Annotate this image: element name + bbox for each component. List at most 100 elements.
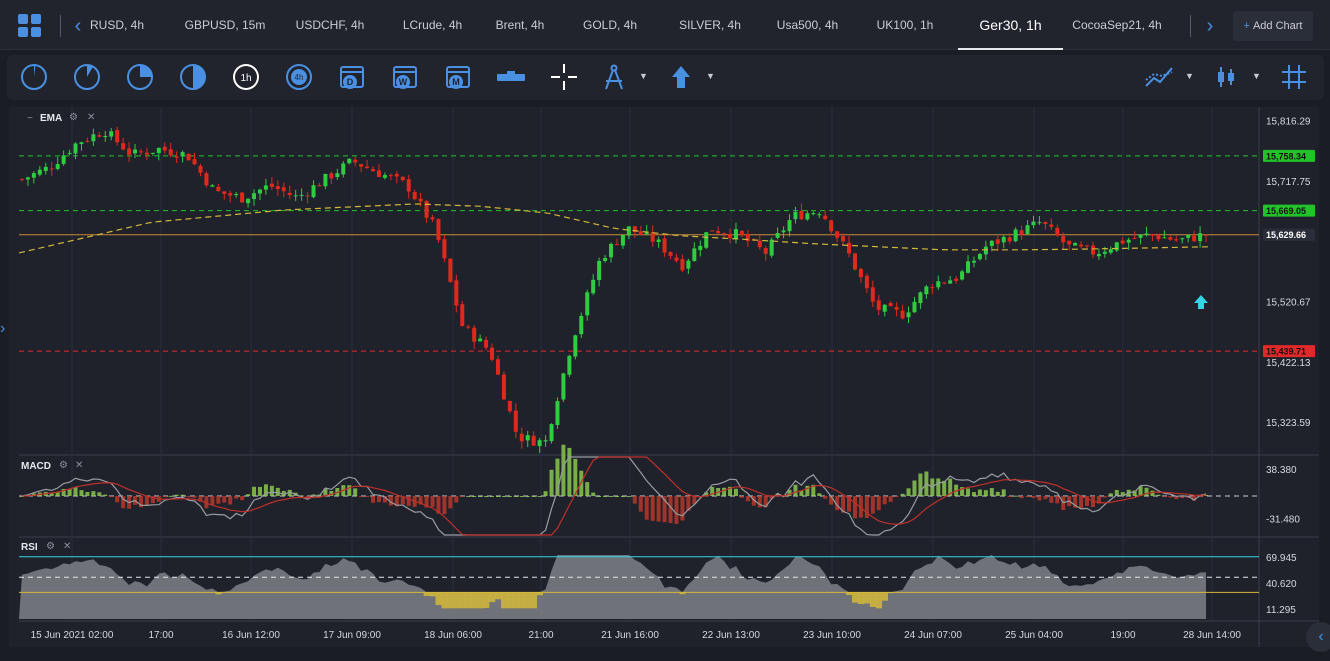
candle-body: [37, 169, 42, 175]
timeframe-5m-icon[interactable]: [70, 60, 104, 94]
candle-body: [870, 287, 875, 302]
tab-lcrude-4h[interactable]: LCrude, 4h: [402, 18, 463, 32]
candle-body: [317, 185, 322, 187]
timeframe-4h-icon[interactable]: 4h: [282, 60, 316, 94]
macd-histogram-bar: [638, 496, 643, 512]
macd-histogram-bar: [252, 486, 257, 496]
macd-histogram-bar: [216, 496, 221, 504]
scroll-back-icon[interactable]: ‹: [1306, 622, 1330, 652]
add-chart-label: Add Chart: [1252, 20, 1303, 32]
ema-close-icon[interactable]: ✕: [87, 112, 96, 123]
candle-body: [948, 280, 953, 284]
ema-settings-icon[interactable]: ⚙: [69, 112, 78, 123]
candle-body: [252, 193, 257, 200]
tabs-scroll-right-icon[interactable]: ›: [1206, 15, 1214, 37]
left-panel-toggle-icon[interactable]: ›: [0, 320, 6, 337]
macd-histogram-bar: [769, 496, 774, 499]
timeframe-monthly-icon[interactable]: M: [441, 60, 475, 94]
candle-body: [323, 173, 328, 187]
indicators-icon[interactable]: [1142, 60, 1176, 94]
macd-histogram-bar: [198, 496, 203, 502]
candle-body: [912, 301, 917, 313]
chart-canvas[interactable]: 15,816.29 15,717.75 15,520.67 15,422.13 15,3…: [9, 107, 1319, 647]
candle-body: [1204, 234, 1209, 236]
time-tick-label: 28 Jun 14:00: [1183, 630, 1241, 641]
indicators-menu-caret-icon[interactable]: ▼: [1185, 71, 1194, 81]
candle-body: [793, 211, 798, 220]
macd-histogram-bar: [656, 496, 661, 522]
tab-silver-4h[interactable]: SILVER, 4h: [679, 18, 741, 32]
rsi-settings-icon[interactable]: ⚙: [46, 541, 55, 552]
candle-body: [537, 440, 542, 447]
candle-body: [1079, 244, 1084, 247]
candle-body: [1186, 234, 1191, 238]
candle-body: [656, 239, 661, 242]
candle-body: [680, 259, 685, 271]
ema-collapse-icon[interactable]: −: [27, 113, 33, 124]
price-tick-label: 15,816.29: [1266, 116, 1311, 127]
macd-histogram-bar: [418, 496, 423, 505]
macd-histogram-bar: [1019, 496, 1024, 499]
chart-type-menu-caret-icon[interactable]: ▼: [1252, 71, 1261, 81]
chart-toolbar: 1h 4h D W M ▼ ▼ ▼ ▼: [7, 55, 1324, 100]
tab-cocoasep21-4h[interactable]: CocoaSep21, 4h: [1072, 18, 1162, 32]
tab-ger30-1h[interactable]: Ger30, 1h: [958, 0, 1063, 50]
timeframe-1m-icon[interactable]: [17, 60, 51, 94]
layout-grid-icon[interactable]: [18, 14, 42, 38]
candle-body: [311, 185, 316, 198]
macd-histogram-bar: [555, 458, 560, 496]
macd-histogram-bar: [674, 496, 679, 524]
drawing-compass-icon[interactable]: [597, 60, 631, 94]
macd-histogram-bar: [121, 496, 126, 509]
tab-usa500-4h[interactable]: Usa500, 4h: [776, 18, 839, 32]
candle-body: [97, 135, 102, 137]
rsi-close-icon[interactable]: ✕: [63, 541, 72, 552]
macd-histogram-bar: [454, 496, 459, 503]
macd-histogram-bar: [359, 496, 364, 497]
macd-histogram-bar: [1168, 496, 1173, 498]
range-bar-icon[interactable]: [494, 60, 528, 94]
drawing-menu-caret-icon[interactable]: ▼: [639, 71, 648, 81]
rsi-oversold-fill: [477, 592, 484, 609]
candle-body: [341, 163, 346, 175]
candle-body: [1162, 237, 1167, 239]
candle-body: [1198, 233, 1203, 242]
macd-close-icon[interactable]: ✕: [75, 460, 84, 471]
candle-body: [638, 231, 643, 235]
level-tag-label: 15,439.71: [1266, 347, 1306, 357]
macd-histogram-bar: [103, 494, 108, 496]
timeframe-15m-icon[interactable]: [123, 60, 157, 94]
tab-rusd-4h[interactable]: RUSD, 4h: [90, 18, 145, 32]
timeframe-weekly-icon[interactable]: W: [388, 60, 422, 94]
candle-body: [882, 304, 887, 312]
chart-panel: 15,816.29 15,717.75 15,520.67 15,422.13 15,3…: [9, 107, 1319, 647]
macd-histogram-bar: [1096, 496, 1101, 504]
arrow-menu-caret-icon[interactable]: ▼: [706, 71, 715, 81]
candle-body: [609, 243, 614, 258]
tab-uk100-1h[interactable]: UK100, 1h: [876, 18, 934, 32]
crosshair-icon[interactable]: [547, 60, 581, 94]
chart-type-icon[interactable]: [1209, 60, 1243, 94]
chart-tabs: RUSD, 4h GBPUSD, 15m USDCHF, 4h LCrude, 4h B…: [90, 0, 1188, 50]
candle-body: [722, 233, 727, 235]
candle-body: [775, 233, 780, 238]
rsi-oversold-fill: [465, 592, 472, 609]
tab-gold-4h[interactable]: GOLD, 4h: [582, 18, 638, 32]
macd-histogram-bar: [49, 493, 54, 496]
candle-body: [1114, 242, 1119, 251]
tab-brent-4h[interactable]: Brent, 4h: [495, 18, 545, 32]
tab-usdchf-4h[interactable]: USDCHF, 4h: [295, 18, 365, 32]
timeframe-30m-icon[interactable]: [176, 60, 210, 94]
tabs-scroll-left-icon[interactable]: ‹: [74, 15, 82, 37]
candle-body: [763, 248, 768, 254]
tab-gbpusd-15m[interactable]: GBPUSD, 15m: [184, 18, 266, 32]
ema-line: [18, 203, 1210, 254]
grid-toggle-icon[interactable]: [1277, 60, 1311, 94]
macd-settings-icon[interactable]: ⚙: [59, 460, 68, 471]
macd-histogram-bar: [549, 469, 554, 496]
rsi-oversold-fill: [530, 592, 537, 609]
timeframe-daily-icon[interactable]: D: [335, 60, 369, 94]
add-chart-button[interactable]: + Add Chart: [1233, 11, 1313, 41]
arrow-up-icon[interactable]: [664, 60, 698, 94]
timeframe-1h-icon[interactable]: 1h: [229, 60, 263, 94]
